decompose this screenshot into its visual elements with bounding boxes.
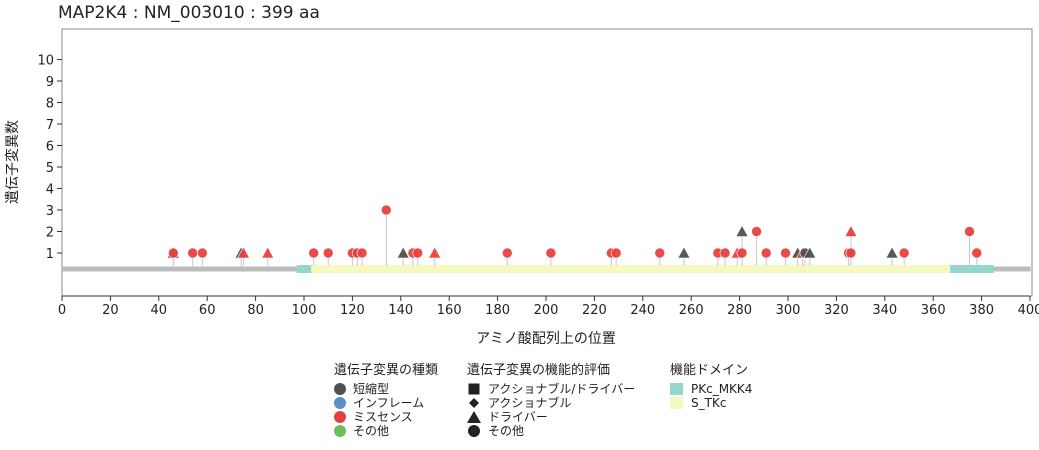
x-tick-label: 380 (969, 303, 994, 318)
mutation-marker-circle (322, 247, 334, 259)
mutation-marker-circle (736, 247, 748, 259)
y-tick-label: 8 (46, 97, 54, 112)
legend-swatch-other (334, 425, 346, 437)
y-tick-label: 4 (46, 183, 54, 198)
x-tick-label: 340 (872, 303, 897, 318)
mutation-marker-circle (168, 247, 179, 259)
y-tick-label: 5 (46, 161, 54, 176)
mutation-marker-circle (197, 247, 208, 259)
legend-domain-swatch (670, 397, 683, 409)
legend-domain-swatch (670, 383, 683, 395)
x-tick-label: 200 (534, 303, 559, 318)
y-tick-label: 3 (46, 204, 54, 219)
legend-function-label: アクショナブル (488, 395, 571, 410)
mutation-marker-circle (545, 247, 557, 259)
mutation-marker-circle (308, 247, 319, 259)
mutation-marker-circle (971, 247, 983, 259)
x-tick-label: 20 (102, 303, 119, 318)
legend-type-label: ミスセンス (353, 410, 413, 424)
mutation-marker-triangle (844, 224, 858, 237)
x-tick-label: 120 (340, 303, 365, 318)
mutation-marker-circle (380, 204, 392, 216)
legend-function-title: 遺伝子変異の機能的評価 (467, 362, 610, 378)
mutation-marker-circle (964, 226, 975, 237)
legend-domain-label: S_TKc (691, 396, 726, 410)
mutation-marker-circle (187, 247, 198, 259)
legend-type-label: 短縮型 (353, 381, 389, 396)
x-tick-label: 300 (776, 303, 801, 318)
mutation-marker-triangle (396, 246, 410, 259)
legend-swatch-truncating (334, 383, 346, 395)
mutation-marker-circle (501, 247, 513, 259)
y-axis-label: 遺伝子変異数 (4, 120, 21, 204)
y-tick-label: 1 (46, 247, 54, 262)
mutation-marker-circle (845, 247, 857, 259)
mutation-marker-triangle (735, 224, 749, 237)
y-tick-label: 10 (37, 54, 54, 69)
y-tick-label: 6 (46, 140, 54, 155)
y-axis: 1 2 3 4 5 6 7 8 9 10 (37, 54, 62, 262)
mutation-marker-circle (654, 247, 666, 259)
mutation-marker-circle (356, 247, 368, 259)
x-tick-label: 0 (58, 303, 66, 318)
x-tick-label: 180 (485, 303, 510, 318)
x-tick-label: 240 (630, 303, 655, 318)
legend-function-label: アクショナブル/ドライバー (488, 381, 635, 396)
legend-shape-square (468, 383, 480, 395)
y-tick-label: 9 (46, 75, 54, 90)
legend-type-label: インフレーム (353, 396, 424, 410)
protein-track (62, 265, 1031, 273)
x-tick-label: 220 (582, 303, 607, 318)
mutation-marker-circle (751, 226, 762, 237)
x-tick-label: 60 (199, 303, 216, 318)
legend-type-title: 遺伝子変異の種類 (334, 362, 438, 378)
mutation-marker-circle (898, 247, 910, 259)
x-tick-label: 360 (921, 303, 946, 318)
domain-s-tkc (311, 265, 951, 273)
x-tick-label: 140 (388, 303, 413, 318)
mutation-marker-triangle (677, 246, 691, 259)
chart-title: MAP2K4 : NM_003010 : 399 aa (58, 3, 320, 23)
mutation-marker-circle (719, 247, 731, 259)
mutation-marker-triangle (885, 246, 899, 259)
legend-domain-title: 機能ドメイン (670, 363, 748, 378)
mutation-marker-triangle (261, 246, 275, 259)
legend: 遺伝子変異の種類短縮型インフレームミスセンスその他遺伝子変異の機能的評価アクショ… (334, 362, 752, 438)
mutation-marker-triangle (428, 246, 442, 259)
x-tick-label: 280 (727, 303, 752, 318)
x-tick-label: 100 (292, 303, 317, 318)
x-tick-label: 80 (247, 303, 264, 318)
mutation-marker-triangle (236, 246, 251, 259)
legend-swatch-inframe (334, 397, 346, 409)
y-tick-label: 7 (46, 118, 54, 133)
y-tick-label: 2 (46, 226, 54, 241)
legend-type-label: その他 (353, 424, 389, 438)
legend-function-label: ドライバー (488, 410, 548, 424)
legend-swatch-missense (334, 411, 346, 423)
x-tick-label: 40 (151, 303, 168, 318)
legend-domain-label: PKc_MKK4 (691, 382, 752, 396)
x-axis: 0 20 40 60 80 100 120 140 160 180 200 220 240 260 280 3… (58, 295, 1039, 318)
x-tick-label: 400 (1018, 303, 1039, 318)
legend-shape-diamond (469, 398, 479, 408)
legend-function-label: その他 (488, 424, 524, 438)
mutation-marker-circle (412, 247, 424, 259)
x-axis-label: アミノ酸配列上の位置 (476, 331, 616, 347)
mutation-markers (166, 204, 983, 259)
legend-shape-triangle (467, 411, 481, 423)
x-tick-label: 320 (824, 303, 849, 318)
x-tick-label: 160 (437, 303, 462, 318)
mutation-marker-circle (610, 247, 622, 259)
x-tick-label: 260 (679, 303, 704, 318)
mutation-marker-circle (780, 247, 791, 259)
mutation-marker-circle (760, 247, 772, 259)
legend-shape-circle (468, 425, 480, 437)
mutation-marker-triangle (803, 246, 817, 259)
